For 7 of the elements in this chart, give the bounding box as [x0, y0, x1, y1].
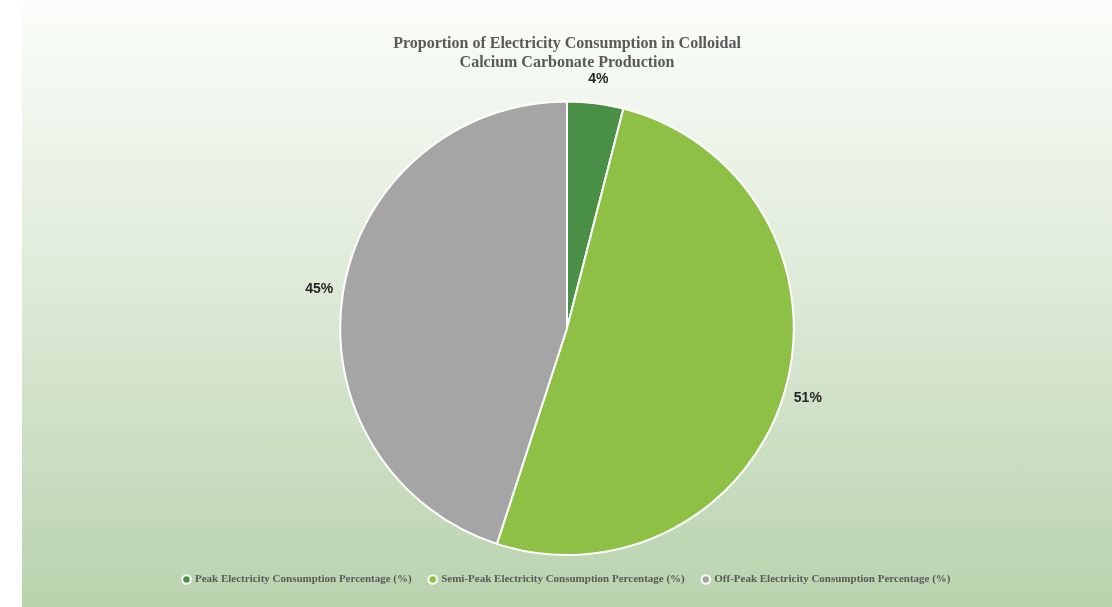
data-label: 51% [793, 389, 823, 406]
legend-label: Peak Electricity Consumption Percentage (%) [194, 572, 413, 586]
data-label: 4% [588, 70, 610, 87]
data-label: 45% [305, 279, 334, 296]
legend-label: Off-Peak Electricity Consumption Percentage (%) [714, 572, 951, 586]
legend-label: Semi-Peak Electricity Consumption Percentage (%) [441, 572, 686, 586]
chart-title: Proportion of Electricity Consumption in Colloidal Calcium Carbonate Production [393, 33, 742, 70]
